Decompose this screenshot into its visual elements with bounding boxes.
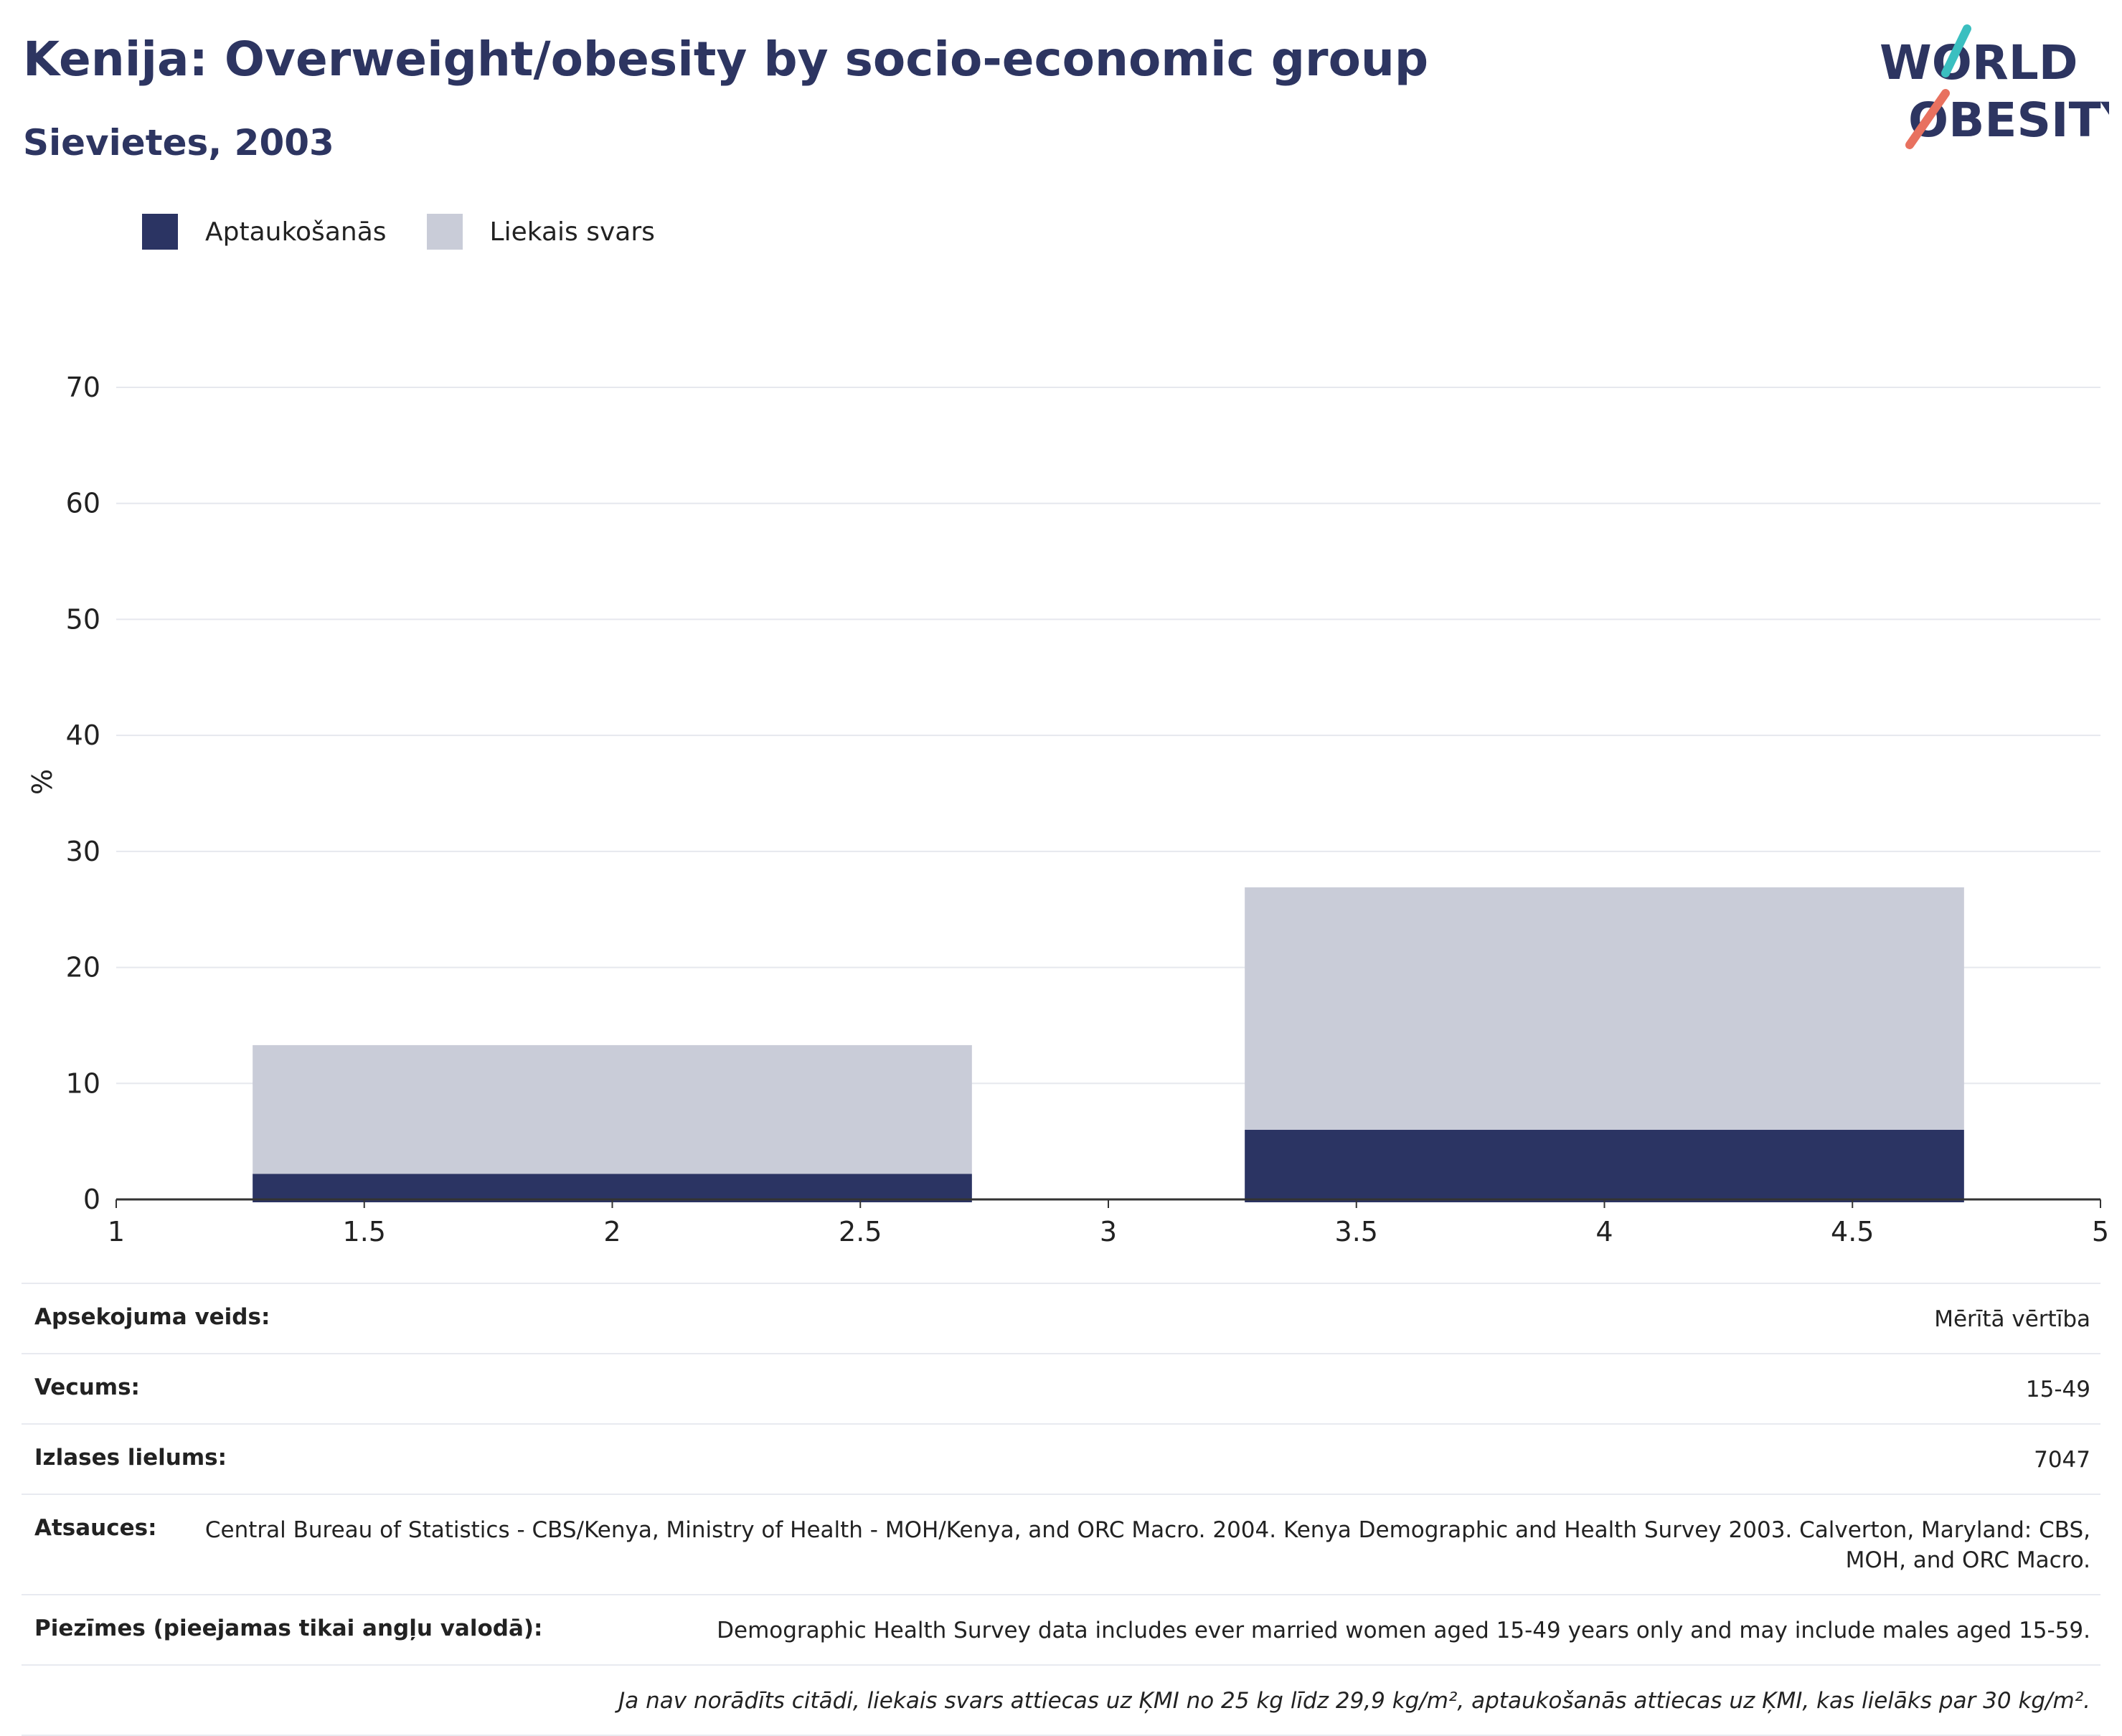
x-tick-label: 1.5 xyxy=(343,1216,386,1247)
meta-value: 15-49 xyxy=(2025,1377,2090,1402)
bar-obesity[interactable] xyxy=(1245,1129,1964,1202)
logo-slash-coral xyxy=(1905,89,1950,149)
meta-row: Izlases lielums: 7047 xyxy=(22,1425,2100,1495)
meta-label: Izlases lielums: xyxy=(34,1445,227,1471)
meta-footnote-row: Ja nav norādīts citādi, liekais svars at… xyxy=(22,1666,2100,1736)
y-tick-label: 70 xyxy=(66,372,100,403)
bar-overweight[interactable] xyxy=(1245,887,1964,1130)
x-tick-label: 4 xyxy=(1595,1216,1613,1247)
x-tick-label: 5 xyxy=(2092,1216,2109,1247)
legend-swatch-overweight xyxy=(426,214,463,250)
legend-swatch-obesity xyxy=(142,214,178,250)
x-tick-label: 1 xyxy=(108,1216,125,1247)
y-tick-label: 20 xyxy=(66,952,100,983)
meta-row: Atsauces: Central Bureau of Statistics - … xyxy=(22,1495,2100,1595)
y-tick-label: 30 xyxy=(66,836,100,867)
logo-slash-teal xyxy=(1941,24,1971,77)
meta-value: Demographic Health Survey data includes … xyxy=(717,1618,2090,1643)
meta-value: Central Bureau of Statistics - CBS/Kenya… xyxy=(204,1517,2090,1573)
legend-label-overweight: Liekais svars xyxy=(489,217,655,247)
y-tick-label: 60 xyxy=(66,488,100,519)
logo-word-world: WORLD xyxy=(1880,35,2078,90)
meta-label: Vecums: xyxy=(34,1374,140,1400)
world-obesity-logo: WORLD OBESITY xyxy=(1880,24,2109,149)
chart-subtitle: Sievietes, 2003 xyxy=(23,122,334,164)
bar-chart: 0 10 20 30 40 50 60 70 1 1.5 2 2.5 3 3.5 4 4.5 5 % xyxy=(27,372,2109,1247)
meta-row: Piezīmes (pieejamas tikai angļu valodā):… xyxy=(22,1595,2100,1666)
x-tick-label: 3 xyxy=(1100,1216,1117,1247)
y-axis-label: % xyxy=(27,769,58,795)
chart-legend: Aptaukošanās Liekais svars xyxy=(142,214,695,250)
y-tick-label: 0 xyxy=(83,1184,100,1215)
meta-row: Apsekojuma veids: Mērītā vērtība xyxy=(22,1284,2100,1354)
x-tick-label: 4.5 xyxy=(1831,1216,1874,1247)
metadata-table: Apsekojuma veids: Mērītā vērtība Vecums: 15… xyxy=(22,1283,2100,1736)
meta-label: Apsekojuma veids: xyxy=(34,1304,270,1330)
y-tick-label: 50 xyxy=(66,603,100,635)
meta-footnote: Ja nav norādīts citādi, liekais svars at… xyxy=(618,1688,2090,1714)
legend-label-obesity: Aptaukošanās xyxy=(205,217,387,247)
x-tick-label: 2.5 xyxy=(839,1216,882,1247)
meta-label: Piezīmes (pieejamas tikai angļu valodā): xyxy=(34,1615,543,1641)
bar-obesity[interactable] xyxy=(253,1174,972,1202)
bar-series xyxy=(253,887,1964,1202)
meta-label: Atsauces: xyxy=(34,1515,157,1541)
x-tick-label: 3.5 xyxy=(1335,1216,1378,1247)
meta-row: Vecums: 15-49 xyxy=(22,1354,2100,1425)
axes: 0 10 20 30 40 50 60 70 1 1.5 2 2.5 3 3.5 4 4.5 5 xyxy=(66,372,2109,1247)
y-tick-label: 40 xyxy=(66,720,100,751)
y-tick-label: 10 xyxy=(66,1067,100,1099)
chart-title: Kenija: Overweight/obesity by socio-econ… xyxy=(23,32,1429,87)
x-tick-label: 2 xyxy=(603,1216,621,1247)
bar-overweight[interactable] xyxy=(253,1044,972,1174)
meta-value: 7047 xyxy=(2034,1447,2090,1473)
meta-value: Mērītā vērtība xyxy=(1934,1306,2090,1332)
legend-item-obesity[interactable]: Aptaukošanās xyxy=(142,214,387,250)
legend-item-overweight[interactable]: Liekais svars xyxy=(426,214,655,250)
